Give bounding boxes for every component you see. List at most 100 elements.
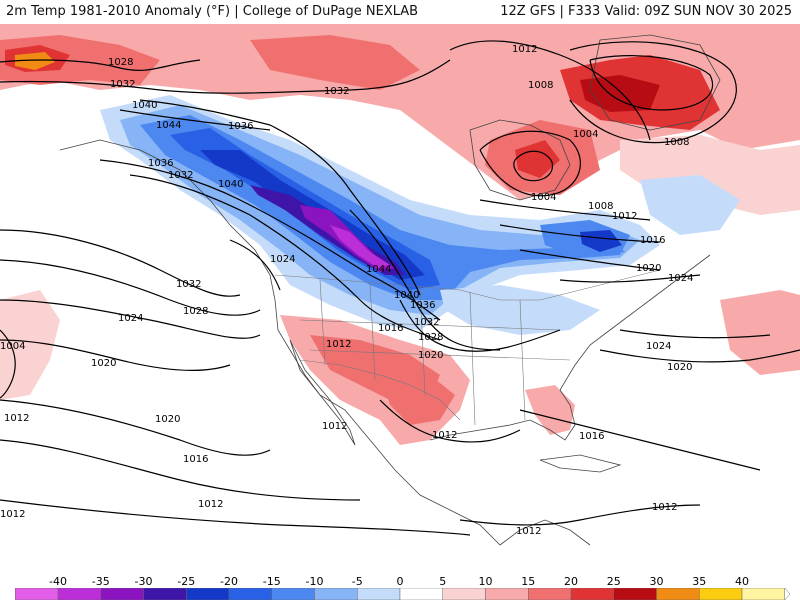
isobar-1024-atl bbox=[619, 329, 771, 339]
isobar-label: 1040 bbox=[218, 179, 243, 190]
isobar-label: 1044 bbox=[156, 120, 181, 131]
colorbar-swatch bbox=[485, 588, 529, 600]
colorbar-tick-label: -20 bbox=[220, 575, 238, 588]
colorbar-tick-label: 5 bbox=[439, 575, 447, 588]
isobar-label: 1024 bbox=[668, 273, 693, 284]
isobar-1020-pac bbox=[0, 339, 231, 372]
colorbar-swatch bbox=[100, 588, 144, 600]
warm-quebec bbox=[620, 135, 800, 215]
isobars bbox=[0, 40, 800, 536]
colorbar-swatch bbox=[656, 588, 700, 600]
warm-pacific-west bbox=[0, 290, 60, 400]
state-line-5 bbox=[519, 299, 526, 421]
colorbar-tick-label: -25 bbox=[177, 575, 196, 588]
isobar-label: 1020 bbox=[91, 358, 116, 369]
colorbar-tick-label: -15 bbox=[262, 575, 281, 588]
colorbar-tick-label: 10 bbox=[478, 575, 493, 588]
colorbar-swatch bbox=[228, 588, 272, 600]
coastlines bbox=[59, 34, 721, 546]
isobar-label: 1016 bbox=[378, 323, 403, 334]
isobar-label: 1036 bbox=[410, 300, 435, 311]
isobar-1016-e bbox=[499, 224, 661, 243]
map-title: 2m Temp 1981-2010 Anomaly (°F) | College… bbox=[6, 4, 419, 19]
gulf-coast bbox=[429, 389, 576, 441]
isobar-label: 1024 bbox=[270, 254, 295, 265]
cold-midwest-light bbox=[440, 285, 600, 335]
colorbar: -40 -35 -30 -25 -20 -15 -10 -5 0 5 10 15 20 25 30 35 40 bbox=[0, 575, 800, 600]
isobar-1012-ne bbox=[449, 40, 651, 141]
isobar-1004-hud bbox=[513, 150, 553, 182]
isobar-label: 1032 bbox=[110, 79, 135, 90]
anomaly-map: 1028 1032 1040 1044 1036 1036 1032 1040 … bbox=[0, 24, 800, 575]
isobar-1012-e bbox=[479, 199, 651, 221]
warm-nw-hot bbox=[15, 52, 55, 70]
isobar-label: 1016 bbox=[640, 235, 665, 246]
isobar-1012-pac bbox=[0, 439, 361, 501]
colorbar-labels: -40 -35 -30 -25 -20 -15 -10 -5 0 5 10 15 20 25 30 35 40 bbox=[0, 575, 800, 589]
isobar-1024-w bbox=[229, 239, 281, 291]
us-canada-border bbox=[274, 269, 661, 301]
isobar-1036-b bbox=[99, 159, 441, 321]
colorbar-tick-label: 15 bbox=[521, 575, 536, 588]
isobar-low-pac bbox=[0, 329, 16, 399]
colorbar-tick-label: 40 bbox=[735, 575, 749, 588]
isobar-label: 1012 bbox=[432, 430, 457, 441]
state-line-6 bbox=[299, 319, 561, 331]
colorbar-swatch bbox=[314, 588, 358, 600]
state-line-2 bbox=[369, 281, 376, 381]
colorbar-swatch bbox=[271, 588, 315, 600]
warm-arctic-islands bbox=[250, 35, 420, 90]
colorbar-tick-label: 30 bbox=[649, 575, 664, 588]
colorbar-tick-label: -5 bbox=[351, 575, 363, 588]
central-america bbox=[499, 519, 591, 546]
isobar-label: 1012 bbox=[516, 526, 541, 537]
header-bar: 2m Temp 1981-2010 Anomaly (°F) | College… bbox=[0, 0, 800, 24]
isobar-label: 1012 bbox=[652, 502, 677, 513]
isobar-1024-e bbox=[559, 274, 701, 283]
isobar-label: 1004 bbox=[573, 129, 598, 140]
greenland-coast bbox=[589, 34, 721, 131]
model-run-info: 12Z GFS | F333 Valid: 09Z SUN NOV 30 202… bbox=[500, 4, 792, 19]
colorbar-tick-label: 25 bbox=[606, 575, 621, 588]
colorbar-swatch bbox=[741, 588, 785, 600]
isobar-label: 1044 bbox=[366, 264, 391, 275]
isobar-label: 1012 bbox=[326, 339, 351, 350]
map-canvas: 1028 1032 1040 1044 1036 1036 1032 1040 … bbox=[0, 24, 800, 575]
isobar-label: 1004 bbox=[531, 192, 556, 203]
isobar-label: 1008 bbox=[588, 201, 613, 212]
isobar-label: 1032 bbox=[414, 317, 439, 328]
isobar-label: 1032 bbox=[168, 170, 193, 181]
colorbar-tick-label: 0 bbox=[396, 575, 404, 588]
isobar-1028-c bbox=[349, 209, 501, 351]
isobar-1032-nw bbox=[0, 59, 451, 94]
isobar-label: 1020 bbox=[418, 350, 443, 361]
alaska-coast bbox=[59, 139, 211, 201]
colorbar-swatch bbox=[442, 588, 486, 600]
isobar-label: 1036 bbox=[228, 121, 253, 132]
colorbar-swatch bbox=[186, 588, 230, 600]
isobar-labels: 1028 1032 1040 1044 1036 1036 1032 1040 … bbox=[0, 44, 693, 537]
us-mexico-border bbox=[299, 359, 461, 421]
isobar-1012-car bbox=[459, 504, 701, 526]
political-borders bbox=[274, 269, 661, 426]
cold-anomaly-fields bbox=[100, 95, 740, 335]
warm-texas bbox=[380, 370, 455, 425]
isobar-1008-gr bbox=[569, 41, 737, 144]
colorbar-tick-label: 20 bbox=[564, 575, 578, 588]
warm-florida bbox=[525, 385, 575, 435]
isobar-1028-pac bbox=[0, 259, 261, 316]
colorbar-tick-label: -10 bbox=[305, 575, 324, 588]
isobar-label: 1036 bbox=[148, 158, 173, 169]
colorbar-swatch bbox=[528, 588, 572, 600]
cold-max bbox=[330, 225, 390, 268]
colorbar-swatch bbox=[143, 588, 187, 600]
isobar-1008-hud bbox=[479, 130, 581, 197]
isobar-label: 1040 bbox=[132, 100, 157, 111]
isobar-label: 1040 bbox=[394, 290, 419, 301]
isobar-1012-tx bbox=[379, 399, 521, 443]
colorbar-swatch bbox=[570, 588, 614, 600]
isobar-label: 1020 bbox=[636, 263, 661, 274]
east-coast bbox=[559, 254, 711, 391]
warm-hudson-core bbox=[515, 140, 560, 178]
